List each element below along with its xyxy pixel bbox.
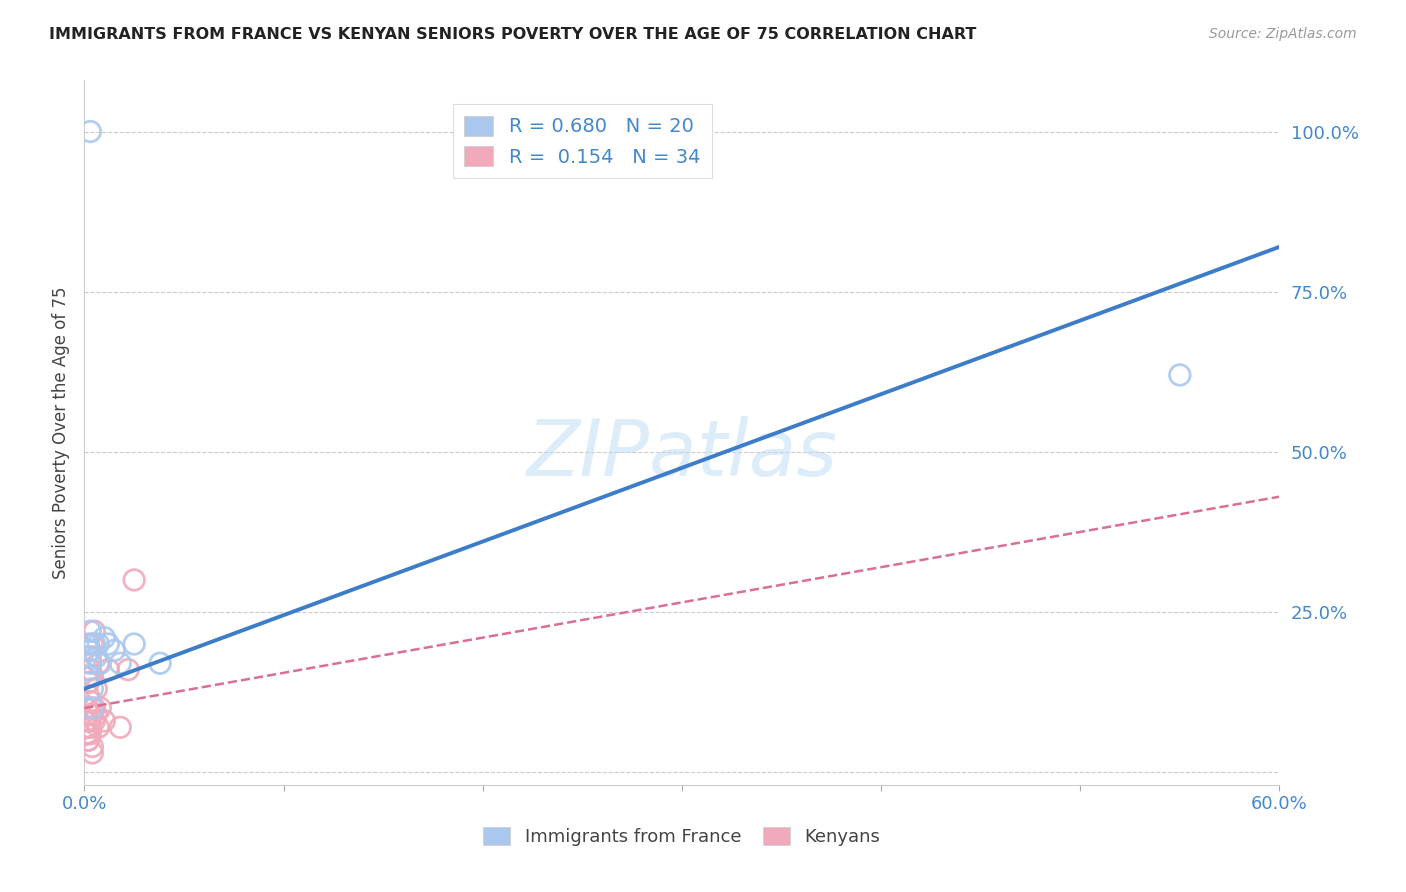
- Point: [77, 727, 100, 741]
- Point: [1168, 368, 1191, 382]
- Point: [110, 657, 132, 671]
- Point: [93, 631, 115, 645]
- Point: [93, 714, 115, 728]
- Point: [83, 714, 105, 728]
- Point: [97, 637, 120, 651]
- Point: [89, 701, 111, 715]
- Point: [82, 739, 104, 754]
- Point: [103, 643, 125, 657]
- Legend: Immigrants from France, Kenyans: Immigrants from France, Kenyans: [477, 820, 887, 854]
- Point: [82, 669, 104, 683]
- Point: [86, 681, 108, 696]
- Point: [82, 707, 104, 722]
- Point: [110, 720, 132, 734]
- Point: [75, 714, 97, 728]
- Point: [79, 720, 101, 734]
- Point: [75, 701, 97, 715]
- Text: Source: ZipAtlas.com: Source: ZipAtlas.com: [1209, 27, 1357, 41]
- Point: [83, 701, 105, 715]
- Point: [149, 657, 172, 671]
- Point: [79, 657, 101, 671]
- Point: [79, 695, 101, 709]
- Point: [75, 727, 97, 741]
- Point: [79, 707, 101, 722]
- Point: [89, 657, 111, 671]
- Point: [82, 746, 104, 760]
- Point: [79, 124, 101, 138]
- Point: [87, 657, 110, 671]
- Point: [77, 733, 100, 747]
- Point: [77, 669, 100, 683]
- Point: [83, 624, 105, 639]
- Point: [79, 624, 101, 639]
- Point: [117, 663, 139, 677]
- Point: [79, 643, 101, 657]
- Point: [77, 688, 100, 702]
- Point: [82, 681, 104, 696]
- Point: [122, 637, 145, 651]
- Point: [82, 701, 104, 715]
- Point: [86, 649, 108, 664]
- Y-axis label: Seniors Poverty Over the Age of 75: Seniors Poverty Over the Age of 75: [52, 286, 70, 579]
- Point: [77, 675, 100, 690]
- Point: [79, 649, 101, 664]
- Point: [79, 663, 101, 677]
- Point: [122, 573, 145, 587]
- Text: IMMIGRANTS FROM FRANCE VS KENYAN SENIORS POVERTY OVER THE AGE OF 75 CORRELATION : IMMIGRANTS FROM FRANCE VS KENYAN SENIORS…: [49, 27, 977, 42]
- Point: [83, 637, 105, 651]
- Point: [82, 637, 104, 651]
- Point: [87, 720, 110, 734]
- Point: [97, 663, 120, 677]
- Point: [86, 707, 108, 722]
- Point: [77, 714, 100, 728]
- Point: [87, 637, 110, 651]
- Point: [75, 720, 97, 734]
- Point: [77, 637, 100, 651]
- Point: [79, 727, 101, 741]
- Point: [75, 649, 97, 664]
- Text: ZIPatlas: ZIPatlas: [526, 416, 838, 491]
- Point: [77, 733, 100, 747]
